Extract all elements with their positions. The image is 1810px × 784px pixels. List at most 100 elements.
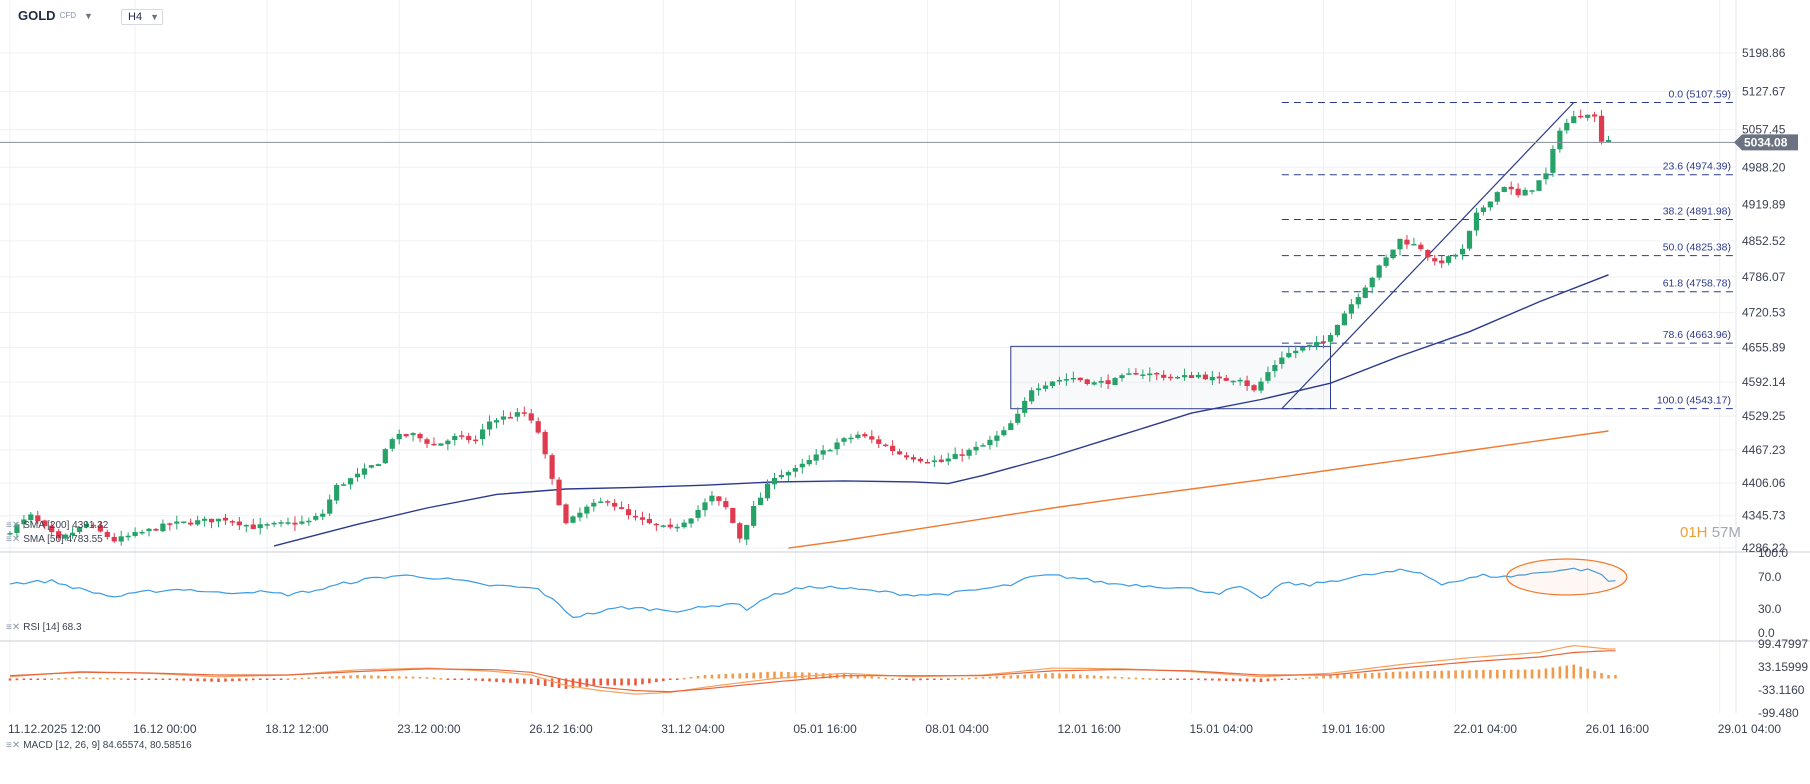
candle-body (820, 450, 826, 455)
macd-histogram-bar (1468, 670, 1471, 679)
macd-histogram-bar (1252, 678, 1256, 682)
candle-body (139, 531, 145, 534)
candle-body (625, 509, 632, 516)
timeframe-selector[interactable]: H4 ▼ (121, 9, 163, 25)
macd-histogram-bar (147, 678, 151, 680)
macd-histogram-bar (988, 676, 992, 679)
macd-histogram-bar (571, 678, 575, 689)
candle-body (347, 478, 354, 485)
macd-histogram-bar (634, 678, 637, 686)
candle-body (1466, 230, 1473, 249)
time-tick-label: 11.12.2025 12:00 (8, 722, 101, 736)
candle-body (69, 532, 76, 536)
macd-histogram-bar (1044, 673, 1047, 679)
macd-histogram-bar (64, 677, 67, 680)
candle-body (1453, 254, 1459, 257)
price-tick-label: 4786.07 (1742, 270, 1786, 284)
candle-body (1605, 140, 1612, 143)
candle-body (1543, 173, 1549, 180)
macd-histogram-bar (1405, 671, 1409, 679)
candle-body (188, 522, 194, 525)
rsi-tick-label: 70.0 (1758, 570, 1782, 584)
macd-histogram-bar (849, 674, 853, 679)
candle-body (1195, 374, 1202, 378)
macd-histogram-bar (245, 678, 248, 681)
macd-histogram-bar (335, 676, 338, 679)
candle-body (1161, 374, 1167, 378)
candle-body (417, 433, 423, 439)
time-tick-label: 29.01 04:00 (1718, 722, 1782, 736)
candle-body (785, 472, 791, 476)
settings-icon[interactable]: ≡✕ (6, 534, 21, 545)
macd-histogram-bar (509, 678, 512, 683)
macd-histogram-bar (1447, 670, 1450, 679)
candle-body (897, 451, 903, 455)
rsi-highlight-ellipse (1506, 558, 1628, 596)
settings-icon[interactable]: ≡✕ (6, 520, 21, 531)
candle-body (1439, 260, 1445, 264)
macd-histogram-bar (891, 678, 894, 680)
candle-body (1369, 277, 1375, 288)
macd-histogram-bar (1384, 672, 1388, 679)
macd-histogram-bar (71, 677, 74, 679)
candle-body (1036, 388, 1042, 391)
rsi-legend[interactable]: ≡✕ RSI [14] 68.3 (6, 622, 82, 633)
macd-histogram-bar (1426, 671, 1430, 679)
macd-histogram-bar (356, 675, 359, 679)
macd-histogram-bar (481, 678, 484, 681)
candle-body (410, 433, 416, 436)
candle-body (431, 443, 437, 446)
candle-body (1056, 379, 1063, 382)
candle-body (646, 518, 652, 524)
candle-body (514, 412, 520, 417)
timeframe-value: H4 (128, 11, 143, 23)
candle-body (1536, 180, 1542, 191)
sma50-line (273, 274, 1609, 547)
candle-body (459, 435, 465, 437)
macd-histogram-bar (828, 673, 832, 679)
macd-histogram-bar (1579, 666, 1582, 679)
price-tick-label: 4919.89 (1742, 197, 1786, 211)
time-tick-label: 26.12 16:00 (529, 722, 593, 736)
macd-histogram-bar (57, 678, 60, 680)
candle-body (987, 439, 993, 446)
macd-histogram-bar (1287, 678, 1291, 680)
macd-histogram-bar (1558, 666, 1562, 679)
candle-body (146, 528, 152, 532)
settings-icon[interactable]: ≡✕ (6, 740, 21, 751)
candle-body (952, 453, 958, 459)
settings-icon[interactable]: ≡✕ (6, 622, 21, 633)
candle-body (1404, 239, 1410, 245)
macd-histogram-bar (370, 675, 373, 679)
candle-body (1592, 114, 1598, 117)
macd-histogram-bar (300, 677, 304, 680)
macd-histogram-bar (773, 671, 776, 679)
candle-body (1564, 122, 1570, 131)
candle-body (1383, 257, 1389, 266)
macd-histogram-bar (1600, 672, 1603, 679)
candle-body (1265, 372, 1271, 381)
candle-body (1251, 385, 1257, 391)
macd-histogram-bar (703, 675, 707, 679)
candle-body (1550, 148, 1556, 173)
macd-legend[interactable]: ≡✕ MACD [12, 26, 9] 84.65574, 80.58516 (6, 740, 192, 751)
candle-body (278, 522, 284, 524)
time-tick-label: 16.12 00:00 (133, 722, 197, 736)
candle-body (758, 497, 764, 506)
candle-countdown: 01H 57M (1680, 524, 1741, 541)
macd-histogram-bar (1593, 670, 1596, 679)
macd-histogram-bar (1120, 677, 1124, 679)
macd-histogram-bar (766, 671, 769, 679)
macd-histogram-bar (1433, 670, 1437, 679)
macd-histogram-bar (752, 672, 755, 679)
symbol-selector[interactable]: GOLD CFD ▼ (18, 8, 93, 23)
candle-body (257, 524, 263, 529)
candle-body (1001, 430, 1007, 436)
sma200-legend[interactable]: ≡✕ SMA [200] 4391.32 (6, 520, 108, 531)
candle-body (1022, 400, 1028, 413)
sma50-legend[interactable]: ≡✕ SMA [50] 4783.55 (6, 534, 103, 545)
macd-histogram-bar (717, 674, 721, 679)
macd-histogram-bar (293, 678, 297, 680)
candle-body (612, 502, 618, 507)
